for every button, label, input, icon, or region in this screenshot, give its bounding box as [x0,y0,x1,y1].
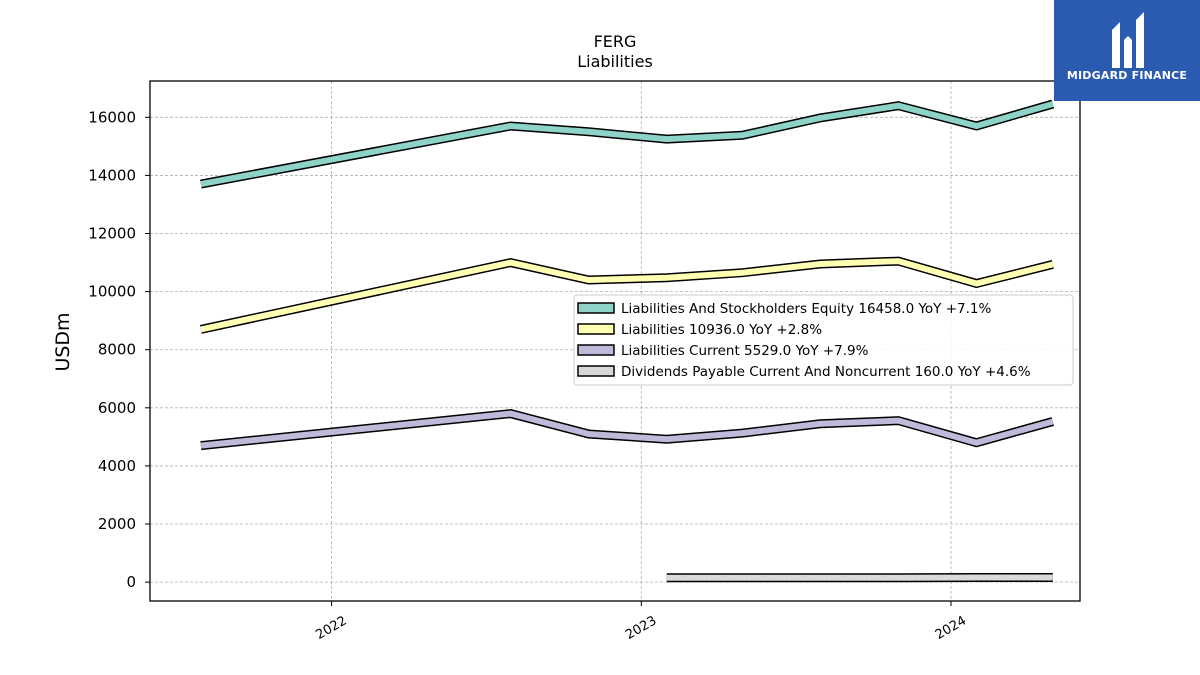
legend-entry: Dividends Payable Current And Noncurrent… [621,364,1031,380]
legend: Liabilities And Stockholders Equity 1645… [573,294,1074,386]
chart-subtitle: Liabilities [577,52,653,71]
legend-entry: Liabilities 10936.0 YoY +2.8% [621,322,822,338]
series-line [200,101,1054,188]
y-tick-label: 2000 [98,515,136,533]
series-layer [199,99,1055,583]
series-line-outline [200,99,1055,189]
logo-text: MIDGARD FINANCE [1066,69,1188,82]
y-ticks: 0 2000 4000 6000 8000 10000 12000 14000 16000 [88,108,150,591]
brand-logo: MIDGARD FINANCE [1054,0,1200,101]
y-tick-label: 4000 [98,457,136,475]
series-1 [200,99,1055,189]
x-tick-label: 2023 [623,613,659,643]
x-ticks: 2022 2023 2024 [313,601,969,643]
series-line [200,258,1054,333]
legend-swatch [577,323,615,335]
series-line [200,410,1054,449]
series-2 [199,256,1054,334]
legend-box [573,294,1074,386]
y-tick-label: 14000 [88,166,136,184]
chart-title: FERG [594,32,637,51]
y-tick-label: 12000 [88,225,136,243]
plot-frame [149,80,1081,602]
logo-mark-icon [1112,12,1144,68]
y-tick-label: 0 [126,573,136,591]
x-tick-label: 2024 [933,613,969,643]
legend-swatch [577,344,615,356]
x-tick-label: 2022 [313,613,349,643]
y-tick-label: 6000 [98,399,136,417]
legend-entry: Liabilities Current 5529.0 YoY +7.9% [621,343,869,359]
legend-entry: Liabilities And Stockholders Equity 1645… [621,301,991,317]
series-3 [200,409,1055,451]
y-tick-label: 10000 [88,283,136,301]
y-tick-label: 8000 [98,341,136,359]
legend-swatch [577,365,615,377]
y-tick-label: 16000 [88,108,136,126]
y-axis-label: USDm [52,312,74,371]
legend-swatch [577,302,615,314]
